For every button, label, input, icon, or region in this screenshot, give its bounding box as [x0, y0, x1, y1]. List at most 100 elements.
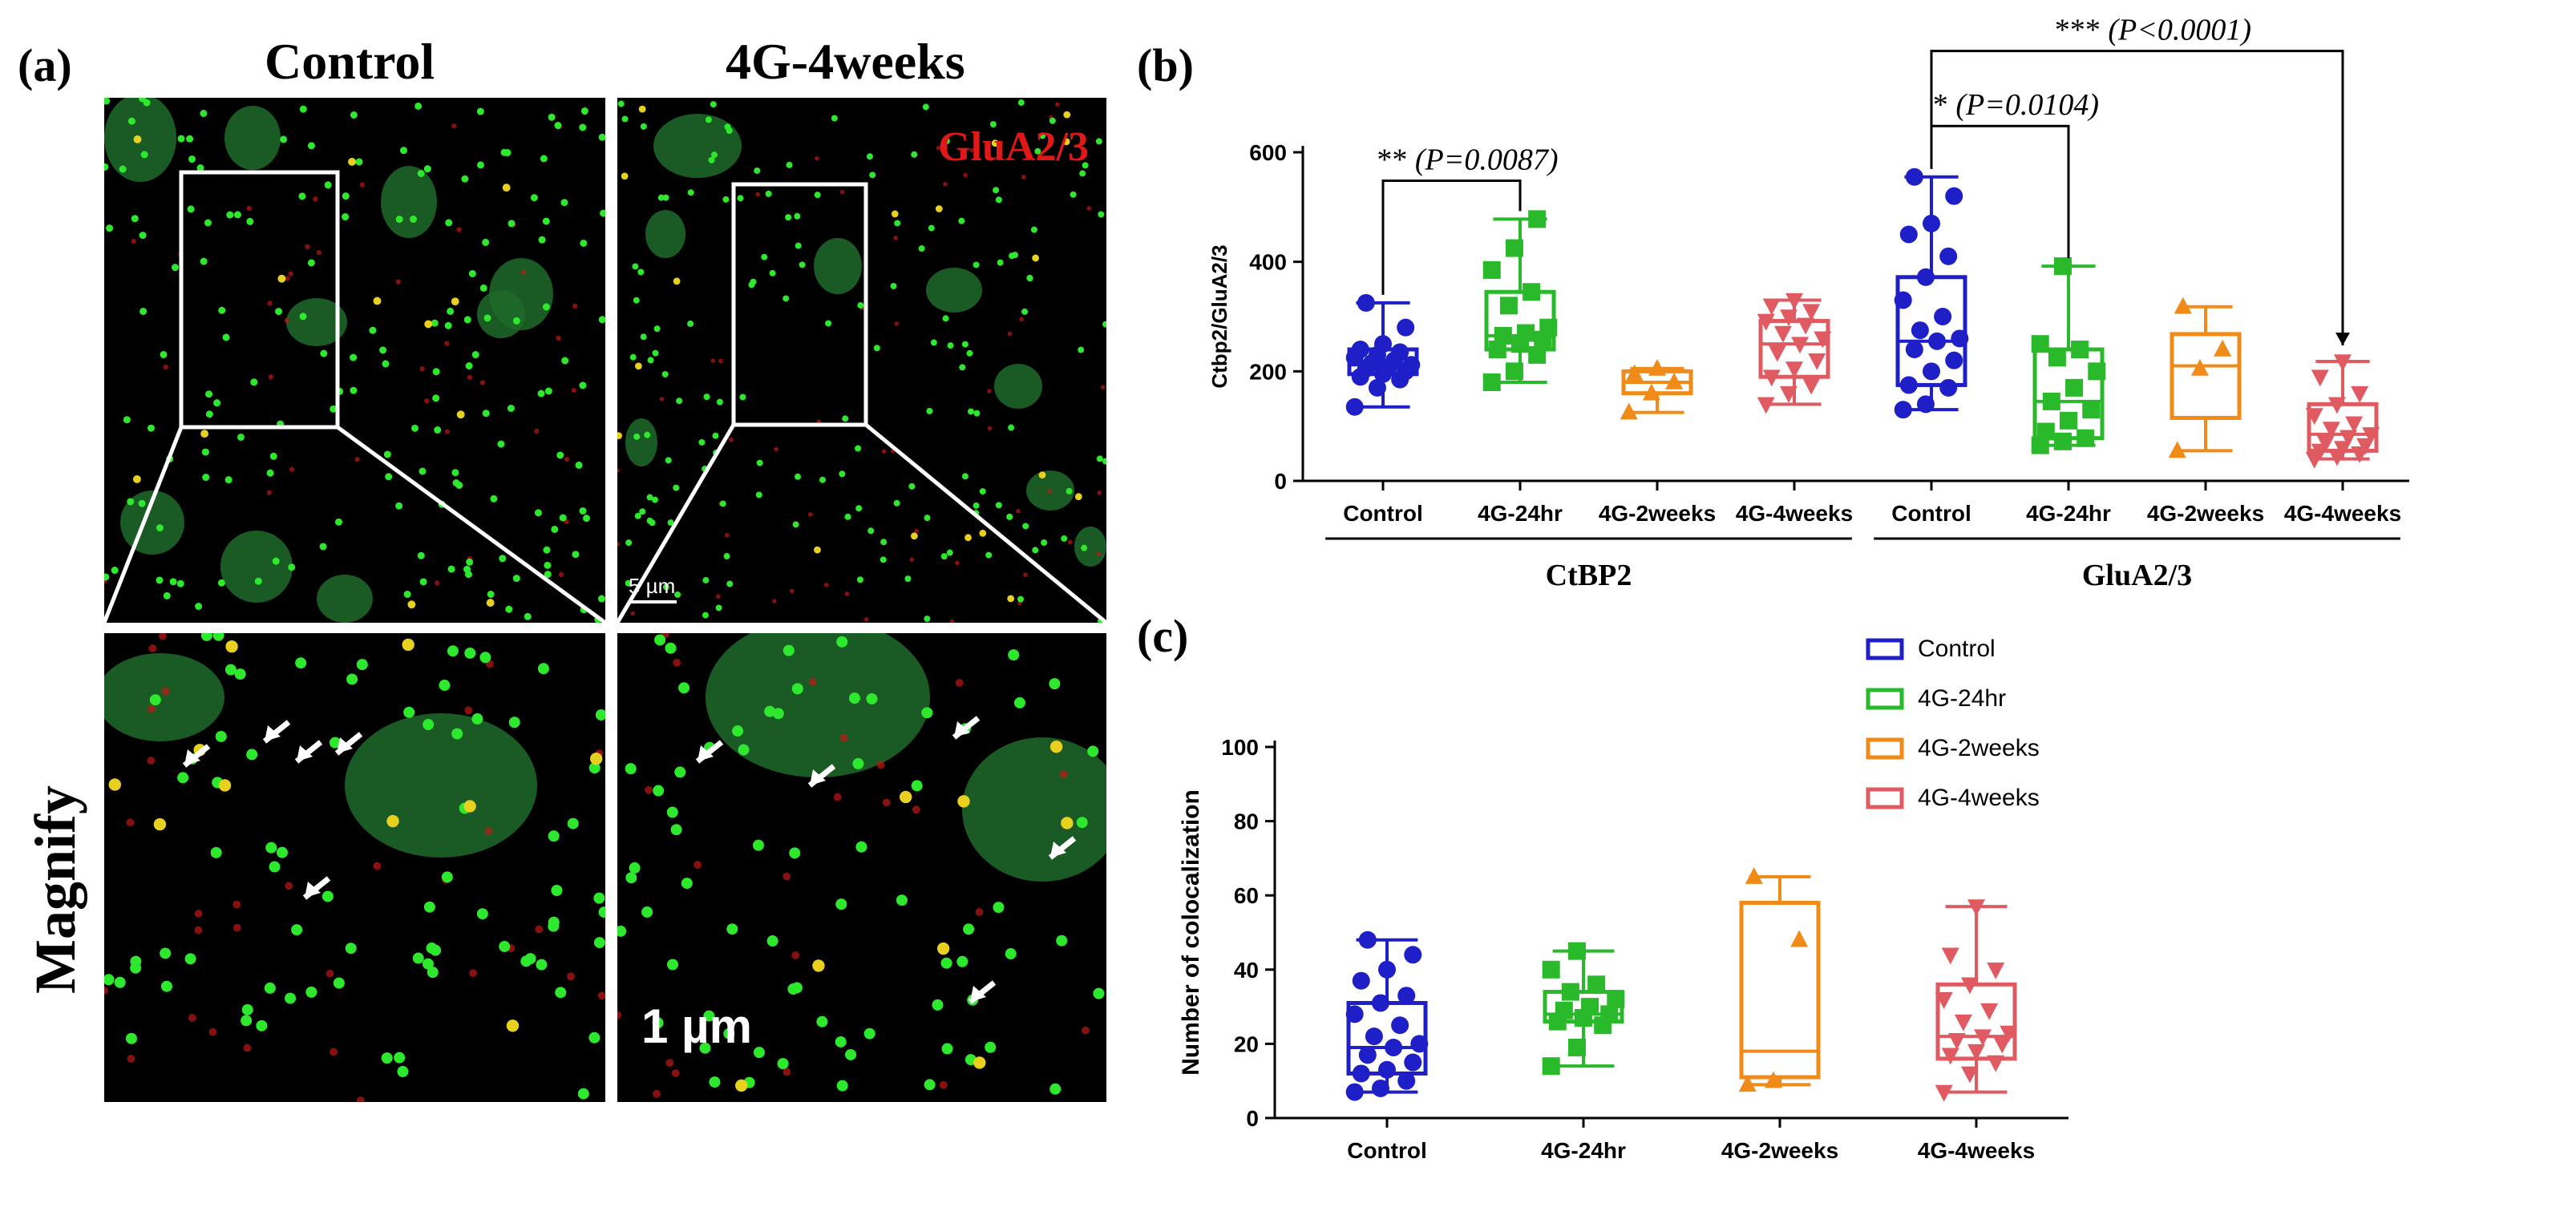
group-label: GluA2/3 — [2082, 559, 2192, 592]
data-point — [2327, 397, 2346, 414]
green-punctum — [422, 958, 434, 970]
green-punctum — [640, 333, 647, 341]
red-punctum — [969, 147, 975, 153]
green-punctum — [395, 216, 403, 224]
green-punctum — [503, 149, 512, 157]
data-point — [1945, 187, 1963, 205]
green-punctum — [210, 846, 222, 858]
green-punctum — [1070, 191, 1077, 198]
green-punctum — [177, 135, 185, 143]
green-punctum — [819, 476, 827, 483]
green-punctum — [598, 906, 605, 918]
data-point — [2060, 411, 2077, 430]
data-point — [1523, 283, 1541, 301]
green-punctum — [508, 717, 520, 729]
green-punctum — [595, 708, 605, 721]
x-tick-label: Control — [1347, 1138, 1427, 1163]
red-punctum — [444, 341, 450, 346]
yellow-punctum — [899, 790, 912, 804]
green-punctum — [482, 238, 490, 246]
green-punctum — [479, 284, 487, 292]
green-punctum — [537, 663, 549, 675]
box-series — [1935, 899, 2018, 1102]
green-punctum — [924, 1079, 936, 1091]
data-point — [2053, 432, 2072, 450]
green-punctum — [926, 407, 933, 414]
yellow-punctum — [133, 135, 142, 143]
green-punctum — [637, 268, 645, 276]
yellow-punctum — [373, 297, 382, 305]
green-punctum — [195, 603, 203, 611]
nucleus-blob — [477, 290, 525, 338]
green-punctum — [130, 955, 142, 967]
box-series — [1542, 942, 1625, 1076]
yellow-punctum — [935, 205, 943, 212]
green-punctum — [941, 1043, 953, 1055]
red-punctum — [126, 818, 135, 827]
green-punctum — [617, 925, 627, 937]
red-punctum — [791, 951, 800, 959]
green-punctum — [403, 706, 415, 718]
green-punctum — [755, 491, 762, 499]
green-punctum — [548, 113, 556, 121]
red-punctum — [912, 805, 920, 814]
data-point — [1923, 214, 1940, 232]
legend-swatch — [1866, 688, 1904, 710]
data-point — [1374, 335, 1392, 353]
green-punctum — [530, 194, 538, 202]
data-point — [1808, 353, 1826, 370]
green-punctum — [722, 196, 730, 203]
green-punctum — [993, 902, 1005, 914]
data-point — [2311, 369, 2329, 387]
green-punctum — [681, 878, 693, 890]
data-point — [1567, 942, 1586, 960]
green-punctum — [196, 164, 204, 172]
data-point — [1352, 1064, 1370, 1083]
green-punctum — [544, 387, 552, 395]
green-punctum — [640, 123, 647, 130]
green-punctum — [928, 224, 935, 232]
data-point — [2048, 349, 2066, 367]
data-point — [1762, 298, 1781, 316]
data-point — [1802, 304, 1821, 321]
red-punctum — [987, 389, 992, 394]
data-point — [2305, 408, 2323, 426]
data-point — [1916, 268, 1935, 286]
green-punctum — [555, 987, 567, 999]
green-punctum — [873, 345, 880, 352]
green-punctum — [427, 967, 439, 979]
red-punctum — [790, 588, 795, 594]
y-tick-label: 200 — [1249, 359, 1287, 384]
data-point — [2031, 436, 2049, 454]
red-punctum — [330, 1048, 338, 1056]
yellow-punctum — [424, 320, 433, 329]
nucleus-blob — [224, 106, 281, 170]
data-point — [1371, 1079, 1389, 1097]
green-punctum — [674, 766, 686, 778]
green-punctum — [600, 209, 605, 217]
green-punctum — [1005, 948, 1017, 960]
green-punctum — [1076, 817, 1088, 829]
arrowhead-icon — [1050, 842, 1066, 858]
green-punctum — [1009, 252, 1016, 260]
green-punctum — [1049, 117, 1056, 124]
red-punctum — [783, 872, 791, 881]
panel-label-b: (b) — [1137, 39, 1194, 91]
data-point — [1391, 343, 1409, 361]
green-punctum — [921, 707, 933, 719]
nucleus-blob — [926, 268, 982, 313]
red-punctum — [839, 733, 848, 742]
green-punctum — [641, 906, 653, 918]
red-punctum — [710, 358, 716, 363]
data-point — [1397, 987, 1416, 1005]
green-punctum — [476, 161, 484, 169]
yellow-punctum — [891, 210, 899, 218]
green-punctum — [127, 117, 135, 125]
green-punctum — [291, 924, 303, 936]
box-series — [1738, 866, 1821, 1092]
red-punctum — [718, 358, 723, 364]
green-punctum — [379, 346, 387, 354]
green-punctum — [724, 123, 731, 131]
red-punctum — [188, 1014, 196, 1022]
green-punctum — [756, 459, 763, 466]
